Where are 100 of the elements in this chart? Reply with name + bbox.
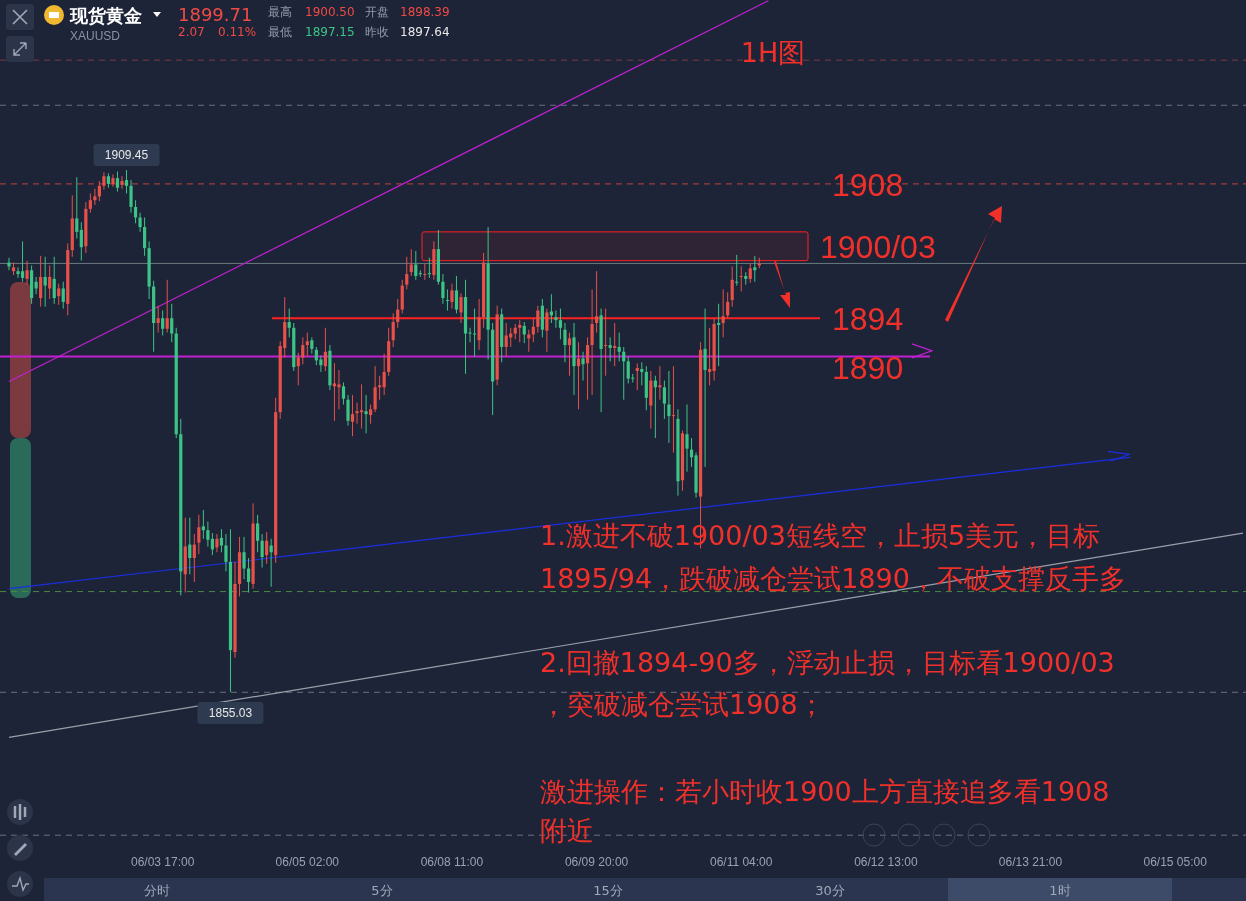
candlestick (590, 288, 594, 396)
candlestick (685, 404, 689, 473)
candlestick (423, 263, 427, 281)
candlestick (161, 310, 165, 336)
candlestick (143, 216, 147, 257)
candlestick (545, 308, 549, 353)
candlestick (414, 250, 418, 281)
candlestick (359, 383, 364, 430)
text: 30分 (815, 883, 845, 898)
text: 1时 (1049, 883, 1071, 898)
candlestick (445, 288, 450, 312)
candlestick (504, 322, 508, 358)
candlestick (75, 176, 79, 240)
candlestick (138, 212, 142, 233)
text: 1897.64 (400, 25, 450, 39)
x-tick-label: 06/05 02:00 (275, 855, 340, 869)
candlestick (604, 308, 608, 377)
text: 激进操作：若小时收1900上方直接追多看1908 (540, 776, 1110, 807)
text: 15分 (593, 883, 623, 898)
candlestick (246, 557, 251, 594)
candlestick (355, 402, 359, 425)
candlestick (617, 332, 621, 362)
x-tick-label: 06/11 04:00 (709, 855, 773, 869)
annotation: 2.回撤1894-90多，浮动止损，目标看1900/03 (540, 647, 1115, 678)
candlestick (301, 336, 305, 365)
x-tick-label: 06/15 05:00 (1143, 855, 1208, 869)
candlestick (613, 322, 617, 367)
ref-line-label: 1894 (832, 301, 904, 338)
x-tick-label: 06/03 17:00 (130, 855, 195, 869)
candlestick (287, 308, 291, 338)
text: 开盘 (365, 5, 389, 19)
candlestick (197, 514, 201, 555)
candlestick (332, 362, 337, 422)
candlestick (373, 365, 377, 413)
candlestick (739, 265, 743, 292)
candlestick (61, 281, 65, 310)
candlestick (563, 322, 567, 363)
candlestick (364, 394, 368, 434)
candlestick (219, 528, 224, 553)
candlestick (224, 533, 228, 572)
candlestick (576, 341, 581, 410)
text: 0.11% (218, 25, 257, 39)
candlestick (350, 394, 355, 437)
candlestick (265, 531, 269, 565)
candlestick (25, 260, 29, 286)
candlestick (346, 394, 350, 427)
candlestick (581, 351, 585, 382)
candlestick (341, 381, 346, 406)
candlestick (459, 292, 463, 324)
text: 1900.50 (305, 5, 355, 19)
candlestick (536, 305, 540, 334)
candlestick (441, 273, 445, 305)
candlestick (43, 256, 47, 308)
text: 1H图 (740, 37, 806, 68)
candlestick (52, 256, 56, 305)
candlestick (115, 170, 120, 193)
ref-line-label: 1890 (832, 349, 904, 386)
text: 1899.71 (178, 4, 253, 25)
candlestick (170, 303, 174, 343)
text: 5分 (371, 883, 393, 898)
candlestick (378, 375, 382, 401)
candlestick (708, 327, 712, 386)
candlestick (626, 356, 630, 384)
text: 附近 (540, 815, 594, 846)
candlestick (567, 332, 572, 377)
candlestick (256, 514, 260, 553)
candlestick (635, 362, 639, 391)
candlestick (730, 265, 734, 308)
annotation: 1909.45 (104, 148, 149, 162)
candlestick (595, 270, 599, 334)
candlestick (396, 298, 400, 329)
candlestick (7, 257, 11, 271)
text: 最高 (268, 5, 292, 19)
x-tick-label: 06/08 11:00 (420, 855, 484, 869)
x-tick-label: 06/13 21:00 (998, 855, 1063, 869)
candlestick (391, 312, 395, 348)
candlestick (735, 254, 739, 287)
candlestick (662, 380, 666, 420)
candlestick (405, 256, 409, 290)
candlestick (549, 293, 553, 324)
candlestick (88, 193, 92, 214)
text: 2.07 (178, 25, 205, 39)
candlestick (703, 308, 707, 468)
candlestick (215, 533, 219, 553)
candlestick (472, 308, 477, 358)
text: 最低 (268, 25, 292, 39)
candlestick (585, 336, 590, 401)
candlestick (156, 305, 160, 334)
annotation: ，突破减仓尝试1908； (540, 689, 825, 720)
chart-title: 现货黄金 (69, 5, 142, 26)
candlestick (242, 536, 246, 580)
candlestick (206, 521, 210, 547)
candlestick (111, 173, 115, 188)
candlestick (540, 298, 544, 338)
candlestick (16, 266, 20, 279)
candlestick (531, 317, 535, 343)
candlestick (192, 533, 196, 583)
candlestick (658, 365, 662, 401)
candlestick (120, 175, 124, 190)
band-label: 1900/03 (820, 229, 936, 266)
